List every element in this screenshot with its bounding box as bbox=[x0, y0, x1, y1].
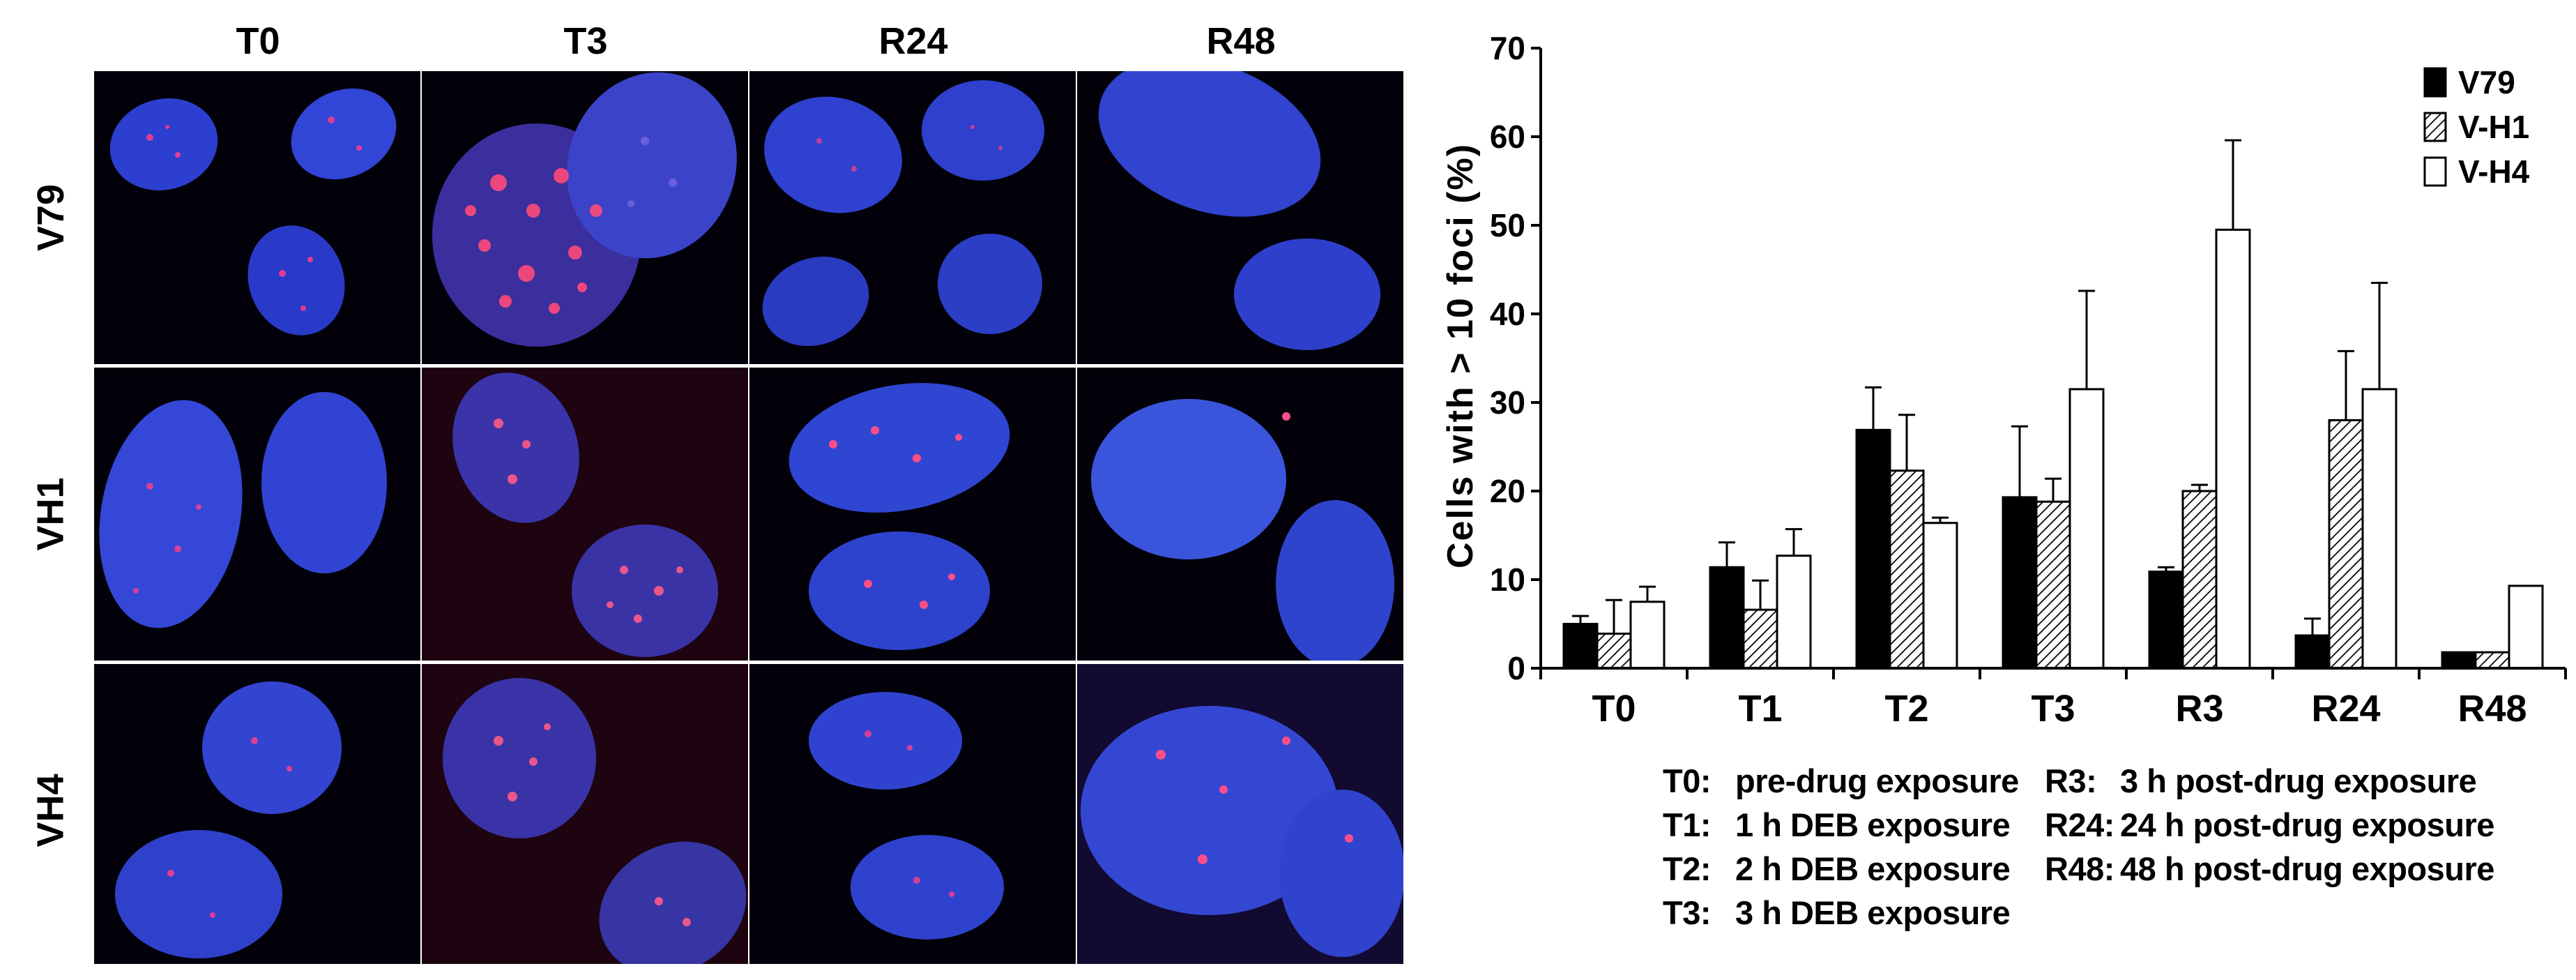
y-tick-label: 0 bbox=[1507, 650, 1525, 686]
bar-v79-t3 bbox=[2002, 496, 2038, 670]
bar-v-h4-r24 bbox=[2361, 388, 2398, 670]
bar-v79-t0 bbox=[1562, 623, 1599, 670]
legend-swatch-v-h4 bbox=[2423, 156, 2447, 187]
y-axis-title: Cells with > 10 foci (%) bbox=[1440, 143, 1481, 568]
column-label-t0: T0 bbox=[236, 20, 280, 62]
micrograph-v79-t3 bbox=[422, 71, 748, 364]
x-tick-label: T0 bbox=[1592, 688, 1636, 730]
key-description: 2 h DEB exposure bbox=[1735, 850, 2011, 887]
bar-v-h1-t3 bbox=[2035, 500, 2071, 670]
micrograph-vh4-r24 bbox=[749, 664, 1076, 964]
bar-v-h4-t2 bbox=[1922, 522, 1958, 670]
bar-v-h4-t3 bbox=[2068, 388, 2105, 670]
bar-v-h4-t0 bbox=[1629, 601, 1666, 670]
column-label-t3: T3 bbox=[563, 20, 608, 62]
legend-label-v-h4: V-H4 bbox=[2458, 153, 2530, 190]
key-abbreviation: R48: bbox=[2045, 850, 2114, 887]
y-tick-label: 20 bbox=[1490, 473, 1525, 509]
bar-v79-t2 bbox=[1855, 428, 1891, 670]
bar-chart: 0 10 20 30 40 50 60 70 T0 T1 T2 T3 R3 R24 R48 V79 V-H1 V… bbox=[1440, 30, 2567, 730]
key-entry: R48: 48 h post-drug exposure bbox=[2045, 850, 2494, 888]
y-tick-label: 50 bbox=[1490, 207, 1525, 243]
micrograph-vh1-t0 bbox=[94, 368, 420, 661]
key-description: 24 h post-drug exposure bbox=[2120, 806, 2494, 843]
x-tick-label: T2 bbox=[1884, 688, 1928, 730]
x-tick-label: R48 bbox=[2457, 688, 2527, 730]
legend-swatch-v79 bbox=[2423, 67, 2447, 98]
column-label-r24: R24 bbox=[878, 20, 948, 62]
microscopy-figure: T0 T3 R24 R48 V79 VH1 VH4 bbox=[29, 20, 1403, 964]
bar-v-h1-r24 bbox=[2328, 419, 2364, 670]
y-tick-label: 30 bbox=[1490, 384, 1525, 421]
row-label-v79: V79 bbox=[30, 183, 72, 252]
micrograph-vh4-r48 bbox=[1077, 664, 1403, 964]
bar-v-h4-t1 bbox=[1776, 555, 1812, 670]
legend-label-v79: V79 bbox=[2458, 64, 2515, 100]
key-entry: R24: 24 h post-drug exposure bbox=[2045, 806, 2494, 844]
key-description: 48 h post-drug exposure bbox=[2120, 850, 2494, 887]
bar-v-h4-r3 bbox=[2215, 228, 2251, 670]
y-tick-label: 60 bbox=[1490, 119, 1525, 155]
bar-v-h1-t1 bbox=[1742, 608, 1778, 670]
micrograph-v79-t0 bbox=[94, 71, 420, 364]
bar-v-h1-r48 bbox=[2474, 651, 2510, 670]
micrograph-vh1-r24 bbox=[749, 368, 1076, 661]
legend-swatch-v-h1 bbox=[2423, 112, 2447, 142]
y-tick-label: 10 bbox=[1490, 561, 1525, 598]
key-abbreviation: T2: bbox=[1663, 850, 1712, 887]
legend-label-v-h1: V-H1 bbox=[2458, 109, 2529, 145]
key-entry: T3: 3 h DEB exposure bbox=[1663, 894, 2011, 932]
x-tick-label: T1 bbox=[1738, 688, 1782, 730]
key-abbreviation: T3: bbox=[1663, 894, 1712, 931]
bar-v-h1-r3 bbox=[2181, 490, 2218, 670]
key-description: 3 h post-drug exposure bbox=[2120, 762, 2477, 799]
key-entry: T0: pre-drug exposure bbox=[1663, 762, 2019, 800]
bar-v79-t1 bbox=[1709, 566, 1745, 670]
bar-v79-r24 bbox=[2294, 634, 2331, 670]
micrograph-v79-r48 bbox=[1077, 71, 1403, 364]
key-description: 3 h DEB exposure bbox=[1735, 894, 2011, 931]
row-label-vh4: VH4 bbox=[29, 774, 72, 847]
micrograph-v79-r24 bbox=[749, 71, 1076, 364]
micrograph-vh1-r48 bbox=[1077, 368, 1403, 661]
key-entry: T2: 2 h DEB exposure bbox=[1663, 850, 2011, 888]
key-abbreviation: R3: bbox=[2045, 762, 2097, 799]
micrograph-vh4-t0 bbox=[94, 664, 420, 964]
key-entry: T1: 1 h DEB exposure bbox=[1663, 806, 2011, 844]
bar-v-h4-r48 bbox=[2508, 585, 2544, 670]
bar-v-h1-t0 bbox=[1596, 632, 1632, 670]
bar-v79-r3 bbox=[2148, 571, 2184, 670]
row-label-vh1: VH1 bbox=[29, 477, 72, 551]
bar-v-h1-t2 bbox=[1889, 469, 1925, 670]
x-tick-label: R3 bbox=[2175, 688, 2223, 730]
key-description: 1 h DEB exposure bbox=[1735, 806, 2011, 843]
y-tick-label: 40 bbox=[1490, 296, 1525, 332]
x-tick-label: R24 bbox=[2311, 688, 2380, 730]
key-entry: R3: 3 h post-drug exposure bbox=[2045, 762, 2477, 800]
column-label-r48: R48 bbox=[1206, 20, 1276, 62]
micrograph-vh4-t3 bbox=[422, 664, 748, 964]
key-abbreviation: R24: bbox=[2045, 806, 2114, 843]
key-description: pre-drug exposure bbox=[1735, 762, 2019, 799]
micrograph-vh1-t3 bbox=[422, 368, 748, 661]
bar-v79-r48 bbox=[2441, 651, 2477, 670]
key-abbreviation: T0: bbox=[1663, 762, 1712, 799]
y-tick-label: 70 bbox=[1490, 30, 1525, 66]
x-tick-label: T3 bbox=[2031, 688, 2075, 730]
key-abbreviation: T1: bbox=[1663, 806, 1712, 843]
